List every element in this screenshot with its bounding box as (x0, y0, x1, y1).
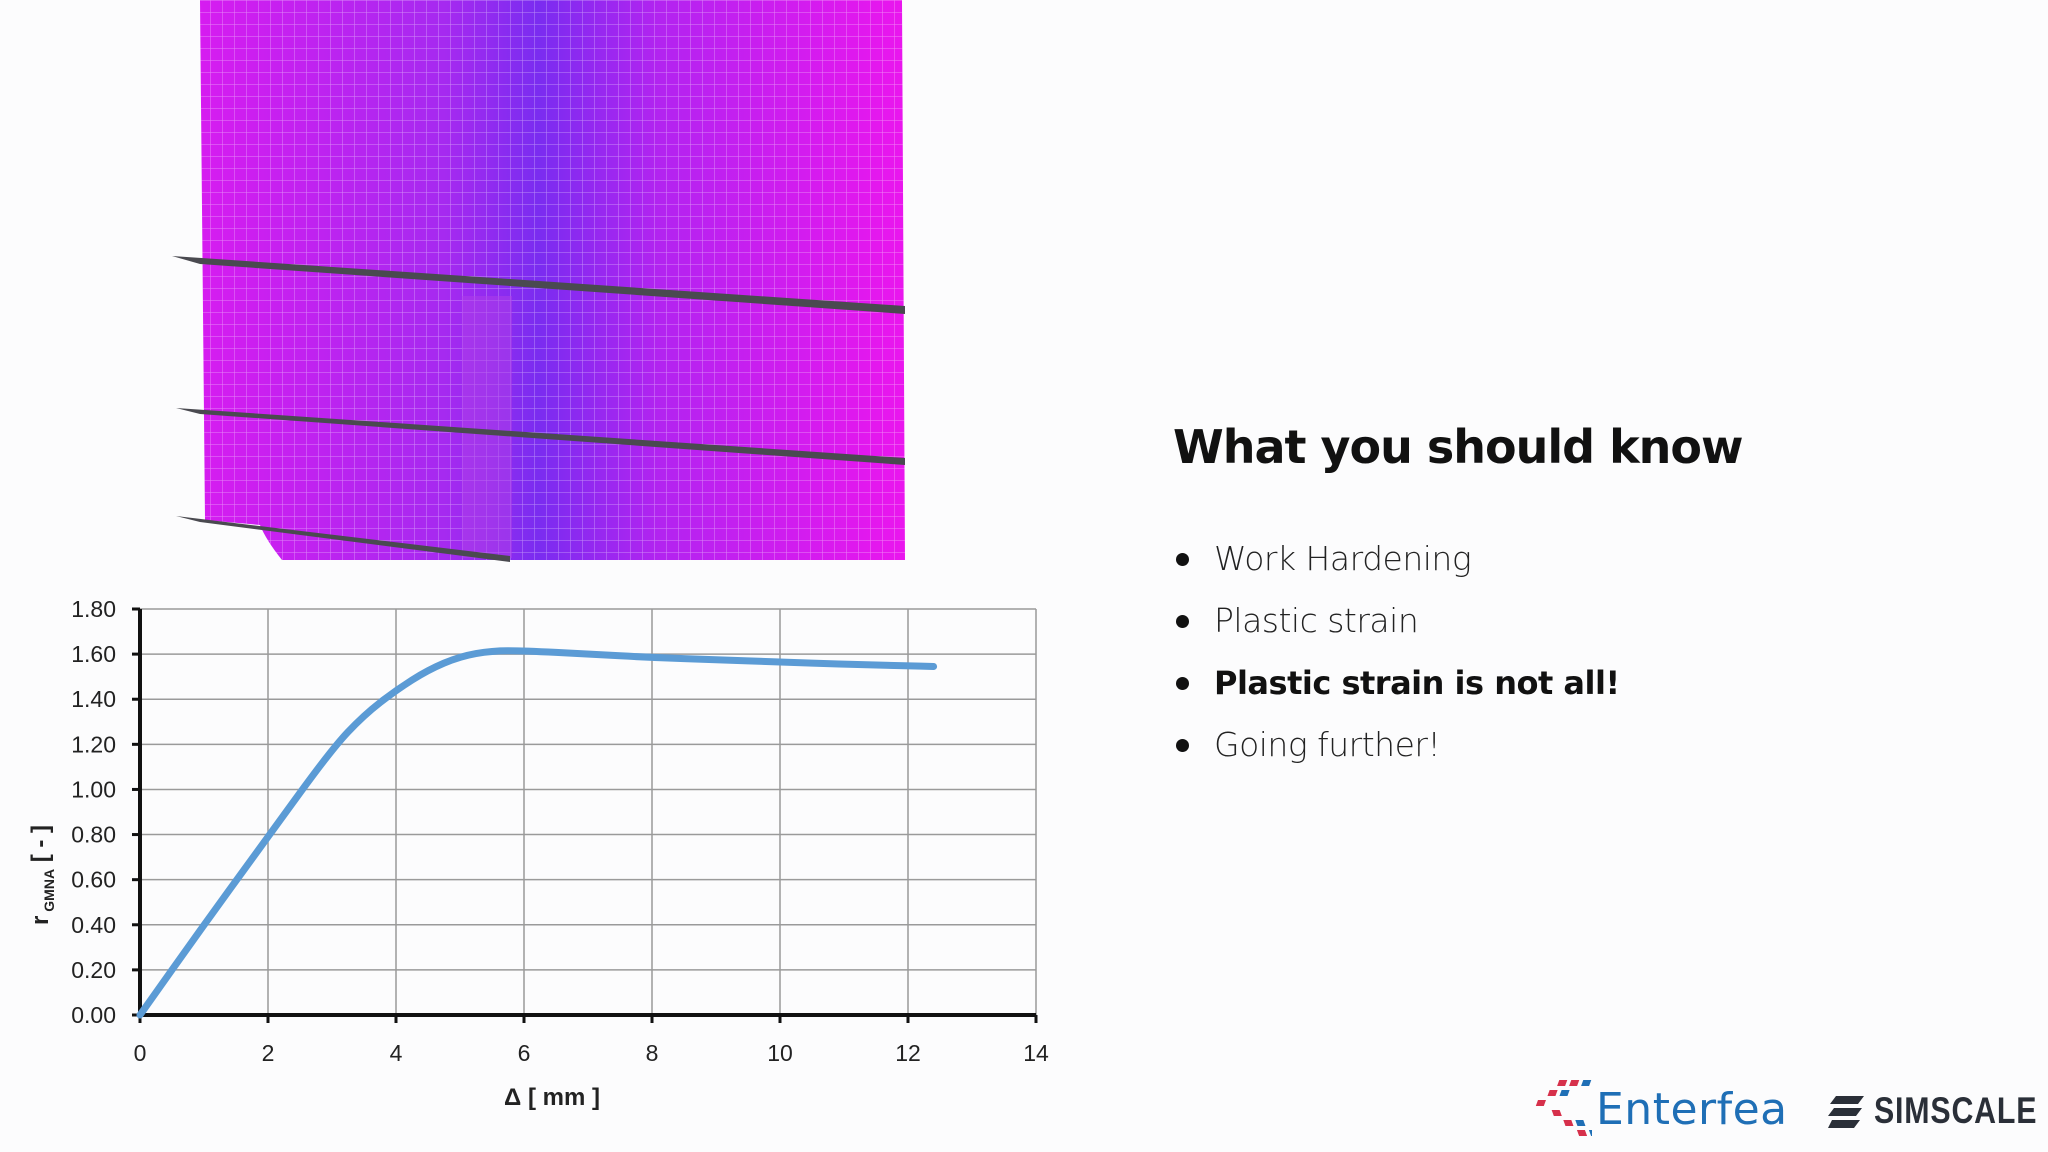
y-tick-label: 0.20 (71, 957, 116, 983)
slide-title: What you should know (1173, 420, 1744, 474)
enterfea-wordmark: Enterfea (1596, 1084, 1788, 1135)
chart-axes (132, 607, 1038, 1023)
bullet-text: Plastic strain (1214, 601, 1419, 640)
fea-mesh-image (172, 0, 905, 562)
x-axis-label: Δ [ mm ] (504, 1084, 600, 1111)
simscale-mark-icon (1828, 1096, 1864, 1128)
y-tick-label: 1.60 (71, 641, 116, 667)
y-tick-label: 0.60 (71, 867, 116, 893)
x-tick-label: 14 (1023, 1040, 1049, 1066)
y-axis-label-sub: GMNA (41, 869, 57, 912)
y-tick-label: 0.40 (71, 912, 116, 938)
x-tick-label: 10 (767, 1040, 793, 1066)
bullet-dot-icon (1176, 739, 1189, 752)
x-tick-label: 12 (895, 1040, 921, 1066)
chart-series (136, 647, 938, 1019)
x-tick-label: 2 (262, 1040, 275, 1066)
bullet-text: Plastic strain is not all! (1214, 664, 1620, 702)
bullet-text: Work Hardening (1214, 539, 1472, 578)
bullet-item: Going further! (1173, 721, 1620, 783)
bullet-dot-icon (1176, 677, 1189, 690)
y-tick-label: 1.40 (71, 686, 116, 712)
bullet-item: Plastic strain (1173, 597, 1620, 659)
y-tick-label: 1.20 (71, 731, 116, 757)
y-tick-label: 1.80 (71, 596, 116, 622)
x-tick-label: 4 (390, 1040, 403, 1066)
y-axis-label-unit: [ - ] (27, 825, 54, 869)
bullet-list: Work Hardening Plastic strain Plastic st… (1173, 535, 1620, 783)
x-tick-labels: 0 2 4 6 8 10 12 14 (134, 1040, 1049, 1066)
chart-gridlines (139, 608, 1037, 1016)
bullet-text: Going further! (1214, 725, 1441, 764)
series-line (136, 647, 938, 1019)
enterfea-logo: Enterfea (1532, 1078, 1792, 1142)
simscale-wordmark: SIMSCALE (1874, 1090, 2038, 1131)
x-tick-label: 8 (646, 1040, 659, 1066)
bullet-item: Work Hardening (1173, 535, 1620, 597)
y-axis-label: r GMNA [ - ] (27, 825, 57, 925)
y-tick-labels: 0.00 0.20 0.40 0.60 0.80 1.00 1.20 1.40 1.60 1.80 (71, 596, 116, 1028)
load-deflection-chart: 0.00 0.20 0.40 0.60 0.80 1.00 1.20 1.40 1.60 1.80… (27, 596, 1049, 1111)
y-tick-label: 0.80 (71, 822, 116, 848)
enterfea-mark-icon (1535, 1080, 1600, 1136)
y-tick-label: 1.00 (71, 776, 116, 802)
svg-text:rGMNA [ - ]: r GMNA [ - ] (27, 825, 57, 925)
x-tick-label: 0 (134, 1040, 147, 1066)
y-axis-label-main: r (27, 916, 54, 925)
simscale-logo: SIMSCALE (1828, 1086, 2038, 1136)
x-tick-label: 6 (518, 1040, 531, 1066)
y-tick-label: 0.00 (71, 1002, 116, 1028)
bullet-item: Plastic strain is not all! (1173, 659, 1620, 721)
bullet-dot-icon (1176, 553, 1189, 566)
bullet-dot-icon (1176, 615, 1189, 628)
